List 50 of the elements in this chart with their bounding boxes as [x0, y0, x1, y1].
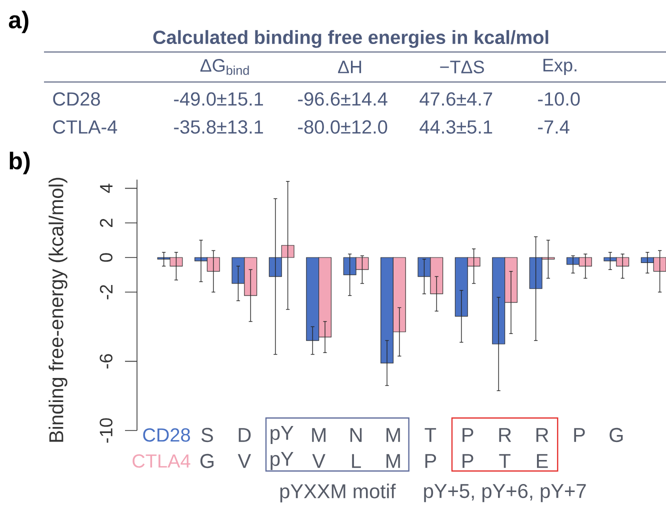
chart-title: b) [10, 152, 30, 174]
category-label: CD28 [53, 92, 100, 106]
x-tick-label: R [499, 428, 512, 442]
text: Calculated binding free energies in kcal/mol [153, 30, 548, 48]
y-axis-title: Binding free-energy (kcal/mol) [48, 178, 68, 442]
x-tick-label: P [574, 428, 585, 442]
text: V [238, 454, 251, 468]
x-tick-label: pY [270, 426, 294, 444]
text: -49.0±15.1 [174, 92, 263, 106]
y-tick-label: 0 [100, 253, 112, 262]
x-tick-label: D [238, 428, 251, 442]
y-tick-label: 4 [100, 184, 112, 193]
category-label: Exp. [543, 58, 576, 76]
x-tick-label: M [386, 428, 400, 442]
y-tick-label: 2 [100, 218, 112, 227]
category-label: ΔH [338, 60, 362, 74]
text: -10.0 [538, 92, 580, 106]
text: pY [270, 452, 294, 470]
text: -35.8±13.1 [174, 120, 263, 134]
x-tick-label: G [610, 428, 623, 442]
x-tick-label: T [424, 428, 436, 442]
text: V [312, 454, 326, 468]
text: M [386, 454, 400, 468]
y-tick-label: -10 [100, 418, 112, 443]
text: -7.4 [538, 120, 570, 134]
x-tick-label: M [312, 428, 326, 442]
text: G [200, 454, 214, 468]
text: pY+5, pY+6, pY+7 [424, 484, 586, 502]
category-label: ΔG$_{bind}$ [200, 59, 249, 75]
text: a) [8, 10, 28, 34]
text: P [425, 454, 436, 468]
text: L [352, 454, 361, 468]
category-label: CTLA-4 [53, 120, 118, 134]
y-tick-label: -2 [100, 284, 112, 300]
text: CD28 [143, 428, 190, 442]
text: P [462, 454, 474, 468]
text: 47.6±4.7 [420, 92, 492, 106]
x-tick-label: P [462, 428, 474, 442]
text: pYXXM motif [280, 484, 396, 502]
text: CTLA4 [132, 454, 190, 468]
category-label: −TΔS [440, 60, 484, 74]
text: -96.6±14.4 [298, 92, 388, 106]
text: T [499, 454, 510, 468]
x-tick-label: S [201, 428, 213, 442]
x-tick-label: N [350, 428, 362, 442]
y-tick-label: -6 [100, 354, 112, 368]
text: -80.0±12.0 [298, 120, 388, 134]
text: 44.3±5.1 [420, 120, 492, 134]
x-tick-label: R [536, 428, 548, 442]
text: E [536, 454, 548, 468]
